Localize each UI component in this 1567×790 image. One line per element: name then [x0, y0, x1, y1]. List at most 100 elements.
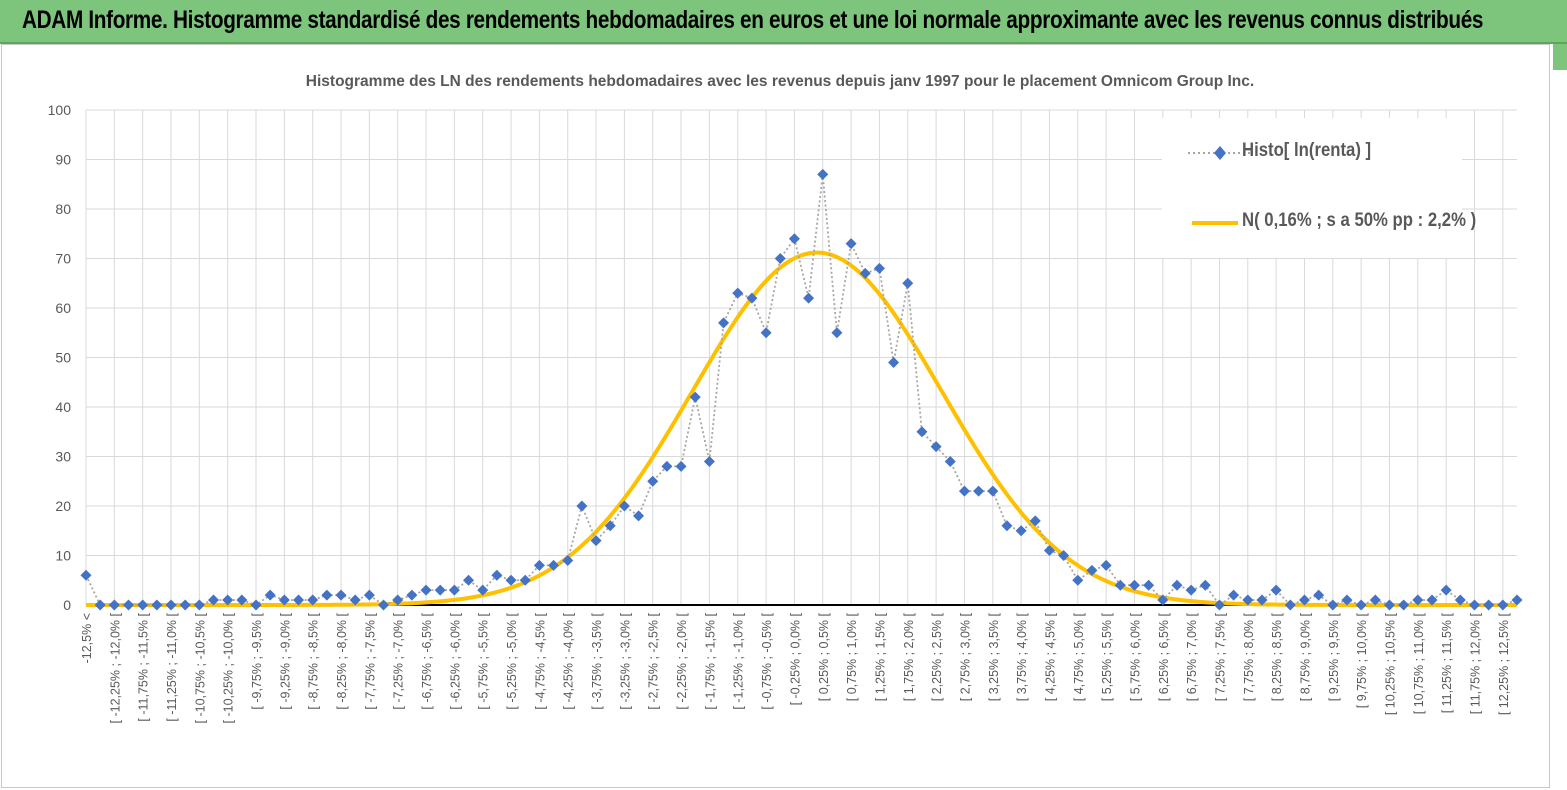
histogram-point: [845, 238, 857, 250]
histogram-point: [873, 262, 885, 274]
x-tick-label: [ -8,25% ; -8,0% [: [335, 612, 349, 709]
histogram-point: [123, 599, 135, 611]
histogram-point: [392, 594, 404, 606]
histogram-point: [888, 356, 900, 368]
x-tick-label: [ 11,75% ; 12,0% [: [1468, 612, 1482, 714]
histogram-point: [1185, 584, 1197, 596]
y-tick-label: 70: [55, 251, 71, 267]
histogram-point: [1497, 599, 1509, 611]
x-tick-label: -12,5% <: [80, 613, 94, 663]
x-tick-label: [ -1,75% ; -1,5% [: [703, 612, 717, 709]
histogram-point: [463, 574, 475, 586]
histogram-point: [1355, 599, 1367, 611]
x-tick-label: [ -4,25% ; -4,0% [: [562, 612, 576, 709]
histogram-point: [533, 559, 545, 571]
histogram-point: [349, 594, 361, 606]
x-tick-label: [ -9,75% ; -9,5% [: [250, 612, 264, 709]
y-tick-label: 20: [55, 498, 71, 514]
histogram-point: [1242, 594, 1254, 606]
x-tick-label: [ -0,25% ; 0,0% [: [788, 612, 802, 705]
histogram-point: [1015, 525, 1027, 537]
x-tick-label: [ 8,25% ; 8,5% [: [1270, 612, 1284, 701]
x-tick-label: [ -10,25% ; -10,0% [: [222, 612, 236, 723]
histogram-point: [108, 599, 120, 611]
histogram-point: [973, 485, 985, 497]
histogram-point: [1100, 559, 1112, 571]
histogram-point: [548, 559, 560, 571]
histogram-point: [80, 569, 92, 581]
report-title: ADAM Informe. Histogramme standardisé de…: [22, 6, 1484, 34]
histogram-legend-icon: [1188, 146, 1252, 160]
histogram-point: [618, 500, 630, 512]
y-tick-label: 0: [63, 597, 71, 613]
histogram-point: [1171, 579, 1183, 591]
histogram-point: [930, 441, 942, 453]
y-tick-label: 90: [55, 152, 71, 168]
histogram-point: [420, 584, 432, 596]
histogram-point: [519, 574, 531, 586]
histogram-point: [1454, 594, 1466, 606]
histogram-point: [1440, 584, 1452, 596]
histogram-point: [576, 500, 588, 512]
histogram-point: [165, 599, 177, 611]
histogram-point: [1157, 594, 1169, 606]
histogram-point: [151, 599, 163, 611]
histogram-point: [448, 584, 460, 596]
histogram-point: [1114, 579, 1126, 591]
y-tick-label: 10: [55, 548, 71, 564]
x-tick-label: [ -11,25% ; -11,0% [: [165, 612, 179, 721]
x-tick-label: [ 4,25% ; 4,5% [: [1043, 612, 1057, 701]
banner-edge: [1553, 44, 1567, 70]
histogram-point: [1256, 594, 1268, 606]
x-tick-label: [ 12,25% ; 12,5% [: [1497, 612, 1511, 715]
histogram-point: [1072, 574, 1084, 586]
histogram-point: [137, 599, 149, 611]
x-tick-label: [ 9,75% ; 10,0% [: [1355, 612, 1369, 708]
histogram-point: [222, 594, 234, 606]
x-tick-label: [ -5,75% ; -5,5% [: [477, 612, 491, 709]
histogram-point: [1468, 599, 1480, 611]
histogram-point: [1426, 594, 1438, 606]
histogram-point: [633, 510, 645, 522]
histogram-point: [689, 391, 701, 403]
histogram-point: [944, 455, 956, 467]
histogram-point: [1511, 594, 1523, 606]
histogram-point: [859, 267, 871, 279]
y-tick-label: 50: [55, 350, 71, 366]
y-tick-label: 80: [55, 201, 71, 217]
x-tick-label: [ -7,25% ; -7,0% [: [392, 612, 406, 709]
histogram-point: [1086, 564, 1098, 576]
histogram-point: [760, 327, 772, 339]
histogram-point: [1327, 599, 1339, 611]
histogram-point: [307, 594, 319, 606]
y-tick-label: 30: [55, 449, 71, 465]
histogram-point: [958, 485, 970, 497]
x-tick-label: [ -5,25% ; -5,0% [: [505, 612, 519, 709]
x-tick-label: [ -9,25% ; -9,0% [: [278, 612, 292, 709]
histogram-point: [1228, 589, 1240, 601]
histogram-point: [1313, 589, 1325, 601]
histogram-point: [647, 475, 659, 487]
chart-title: Histogramme des LN des rendements hebdom…: [306, 73, 1254, 90]
histogram-point: [378, 599, 390, 611]
histogram-point: [321, 589, 333, 601]
histogram-point: [803, 292, 815, 304]
x-tick-label: [ 2,25% ; 2,5% [: [930, 612, 944, 701]
x-tick-label: [ -4,75% ; -4,5% [: [533, 612, 547, 709]
x-tick-label: [ -2,25% ; -2,0% [: [675, 612, 689, 709]
x-axis: -12,5% < [ -12,25% ; -12,0% [[ -11,75% ; …: [80, 612, 1511, 723]
x-tick-label: [ -8,75% ; -8,5% [: [307, 612, 321, 709]
histogram-point: [746, 292, 758, 304]
histogram-point: [1369, 594, 1381, 606]
x-tick-label: [ 8,75% ; 9,0% [: [1298, 612, 1312, 701]
histogram-point: [335, 589, 347, 601]
histogram-point: [406, 589, 418, 601]
chart-frame: [1, 44, 1550, 788]
histogram-point: [1383, 599, 1395, 611]
histogram-point: [1398, 599, 1410, 611]
x-tick-label: [ -10,75% ; -10,5% [: [193, 612, 207, 723]
normal-curve-layer: [86, 250, 1517, 607]
legend: Histo[ ln(renta) ] N( 0,16% ; s a 50% pp…: [1162, 118, 1476, 258]
histogram-point: [1001, 520, 1013, 532]
